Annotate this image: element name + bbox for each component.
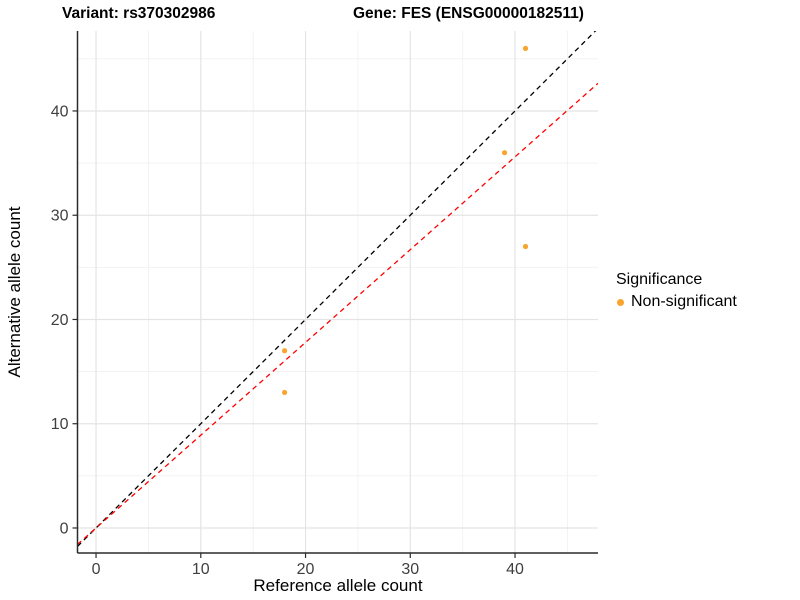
x-tick-label: 20 [297,561,315,578]
data-point [501,150,508,156]
y-tick-label: 0 [60,520,69,537]
identity-line [77,31,597,547]
legend-title: Significance [616,271,703,288]
x-tick-label: 30 [401,561,419,578]
legend-item-non-significant: Non-significant [616,293,737,311]
legend-dot-icon [617,298,624,306]
y-tick-label: 30 [51,208,69,225]
y-axis-title: Alternative allele count [5,206,24,378]
legend: Significance Non-significant [616,271,737,311]
plot-title-variant: Variant: rs370302986 [62,5,216,22]
data-point [522,243,529,250]
x-tick-label: 40 [506,561,524,578]
legend-item-label: Non-significant [631,293,737,310]
y-tick-label: 10 [51,416,69,433]
x-tick-label: 0 [92,561,101,578]
data-point [281,348,288,354]
x-tick-label: 10 [192,561,210,578]
plot-title-gene: Gene: FES (ENSG00000182511) [353,5,584,22]
x-axis-title: Reference allele count [253,576,423,595]
data-point [522,45,529,52]
y-tick-label: 40 [51,103,69,120]
y-tick-label: 20 [51,312,69,329]
ratio-line [77,82,598,545]
data-point [281,389,288,396]
